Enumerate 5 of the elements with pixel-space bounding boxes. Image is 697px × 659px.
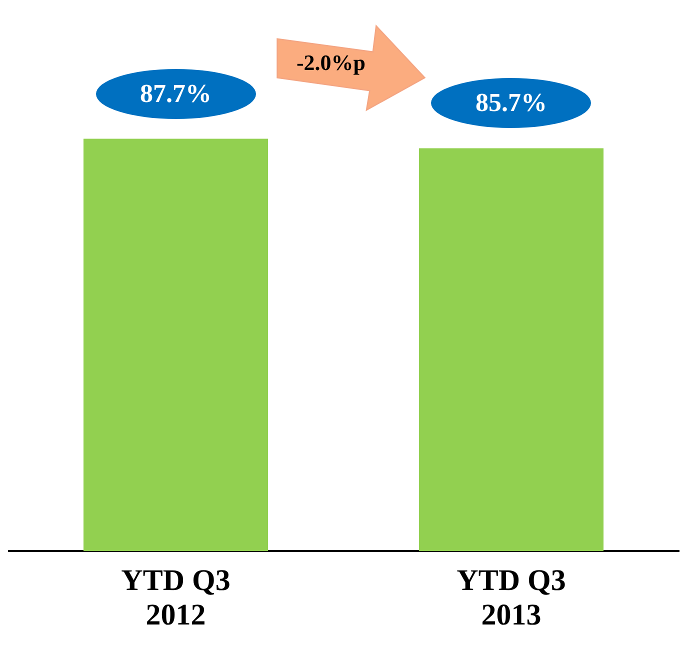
x-tick-label: YTD Q3 2012: [121, 564, 230, 632]
x-tick-label: YTD Q3 2013: [456, 564, 566, 632]
data-label: 87.7%: [140, 78, 212, 109]
text: -2.0%p: [295, 50, 367, 76]
data-label: 85.7%: [476, 88, 547, 118]
